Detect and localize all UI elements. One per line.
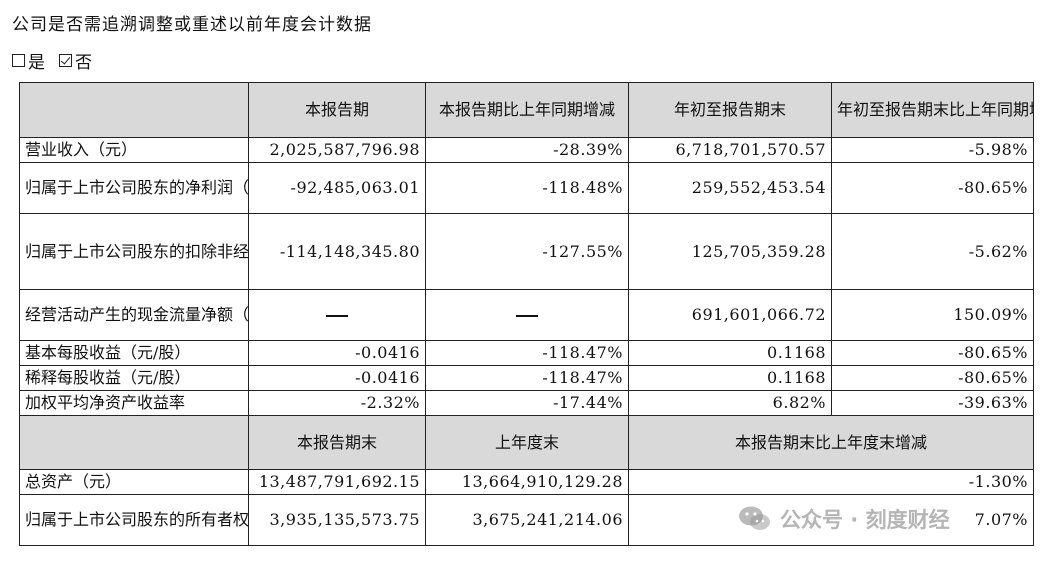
table-row: 经营活动产生的现金流量净额（元） 691,601,066.72 150.09% bbox=[19, 289, 1034, 341]
table-row: 归属于上市公司股东的净利润（元） -92,485,063.01 -118.48%… bbox=[19, 162, 1034, 214]
header-cell: 本报告期末 bbox=[248, 415, 426, 470]
header-cell-empty bbox=[19, 415, 249, 470]
cell-value: 259,552,453.54 bbox=[628, 162, 832, 214]
checkbox-checked-icon[interactable] bbox=[59, 54, 72, 67]
em-dash-mark bbox=[326, 314, 348, 317]
table-row: 加权平均净资产收益率 -2.32% -17.44% 6.82% -39.63% bbox=[19, 390, 1034, 416]
row-label: 总资产（元） bbox=[19, 469, 249, 495]
cell-value: -80.65% bbox=[831, 365, 1034, 391]
cell-value: -5.62% bbox=[831, 213, 1034, 290]
header-cell: 上年度末 bbox=[425, 415, 629, 470]
row-label: 归属于上市公司股东的所有者权益（元） bbox=[19, 494, 249, 546]
cell-value: -28.39% bbox=[425, 137, 629, 163]
cell-value: 13,664,910,129.28 bbox=[425, 469, 629, 495]
cell-value: 7.07% bbox=[628, 494, 1034, 546]
option-yes[interactable]: 是 bbox=[12, 48, 45, 73]
cell-value: -118.47% bbox=[425, 365, 629, 391]
table-header-row: 本报告期 本报告期比上年同期增减 年初至报告期末 年初至报告期末比上年同期增减 bbox=[19, 82, 1034, 138]
cell-value: -0.0416 bbox=[248, 340, 426, 366]
checkbox-unchecked-icon[interactable] bbox=[12, 54, 25, 67]
cell-value: 125,705,359.28 bbox=[628, 213, 832, 290]
question-text: 公司是否需追溯调整或重述以前年度会计数据 bbox=[12, 15, 372, 35]
option-no[interactable]: 否 bbox=[59, 48, 92, 73]
header-cell: 本报告期比上年同期增减 bbox=[425, 82, 629, 138]
cell-value-dash bbox=[248, 289, 426, 341]
row-label: 经营活动产生的现金流量净额（元） bbox=[19, 289, 249, 341]
cell-value: -114,148,345.80 bbox=[248, 213, 426, 290]
cell-value: 0.1168 bbox=[628, 365, 832, 391]
row-label: 归属于上市公司股东的净利润（元） bbox=[19, 162, 249, 214]
cell-value: -39.63% bbox=[831, 390, 1034, 416]
cell-value: -118.48% bbox=[425, 162, 629, 214]
financial-data-table: 本报告期 本报告期比上年同期增减 年初至报告期末 年初至报告期末比上年同期增减 … bbox=[19, 82, 1034, 546]
header-cell-empty bbox=[19, 82, 249, 138]
header-cell: 年初至报告期末比上年同期增减 bbox=[831, 82, 1034, 138]
row-label: 加权平均净资产收益率 bbox=[19, 390, 249, 416]
cell-value: -5.98% bbox=[831, 137, 1034, 163]
table-row: 营业收入（元） 2,025,587,796.98 -28.39% 6,718,7… bbox=[19, 137, 1034, 163]
option-yes-label: 是 bbox=[28, 53, 45, 73]
cell-value: 691,601,066.72 bbox=[628, 289, 832, 341]
cell-value: -0.0416 bbox=[248, 365, 426, 391]
cell-value: -80.65% bbox=[831, 340, 1034, 366]
cell-value: 150.09% bbox=[831, 289, 1034, 341]
table-row: 稀释每股收益（元/股） -0.0416 -118.47% 0.1168 -80.… bbox=[19, 365, 1034, 391]
cell-value: 0.1168 bbox=[628, 340, 832, 366]
cell-value-dash bbox=[425, 289, 629, 341]
row-label: 稀释每股收益（元/股） bbox=[19, 365, 249, 391]
option-no-label: 否 bbox=[75, 53, 92, 73]
em-dash-mark bbox=[516, 314, 538, 317]
cell-value: 13,487,791,692.15 bbox=[248, 469, 426, 495]
cell-value: 6.82% bbox=[628, 390, 832, 416]
cell-value: -17.44% bbox=[425, 390, 629, 416]
cell-value: -80.65% bbox=[831, 162, 1034, 214]
cell-value: -127.55% bbox=[425, 213, 629, 290]
cell-value: 6,718,701,570.57 bbox=[628, 137, 832, 163]
cell-value: 2,025,587,796.98 bbox=[248, 137, 426, 163]
header-cell: 本报告期末比上年度末增减 bbox=[628, 415, 1034, 470]
header-cell: 本报告期 bbox=[248, 82, 426, 138]
cell-value: -1.30% bbox=[628, 469, 1034, 495]
table-header-row: 本报告期末 上年度末 本报告期末比上年度末增减 bbox=[19, 415, 1034, 470]
cell-value: -2.32% bbox=[248, 390, 426, 416]
cell-value: 3,675,241,214.06 bbox=[425, 494, 629, 546]
row-label: 归属于上市公司股东的扣除非经常性损益的净利润（元） bbox=[19, 213, 249, 290]
row-label: 营业收入（元） bbox=[19, 137, 249, 163]
table-row: 总资产（元） 13,487,791,692.15 13,664,910,129.… bbox=[19, 469, 1034, 495]
row-label: 基本每股收益（元/股） bbox=[19, 340, 249, 366]
table-row: 基本每股收益（元/股） -0.0416 -118.47% 0.1168 -80.… bbox=[19, 340, 1034, 366]
table-row: 归属于上市公司股东的所有者权益（元） 3,935,135,573.75 3,67… bbox=[19, 494, 1034, 546]
header-cell: 年初至报告期末 bbox=[628, 82, 832, 138]
cell-value: -92,485,063.01 bbox=[248, 162, 426, 214]
cell-value: -118.47% bbox=[425, 340, 629, 366]
table-row: 归属于上市公司股东的扣除非经常性损益的净利润（元） -114,148,345.8… bbox=[19, 213, 1034, 290]
cell-value: 3,935,135,573.75 bbox=[248, 494, 426, 546]
restatement-options: 是 否 bbox=[12, 48, 102, 73]
